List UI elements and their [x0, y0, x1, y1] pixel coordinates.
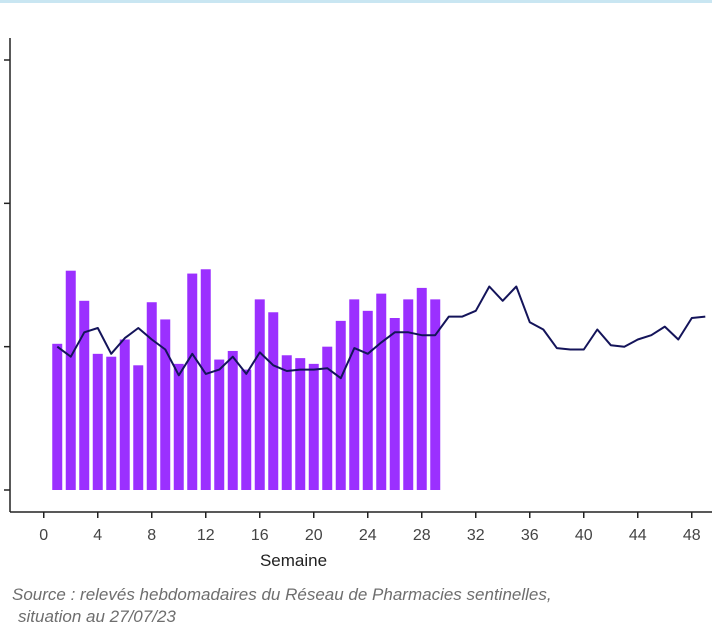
x-tick-label: 36: [521, 527, 539, 544]
source-line-2: situation au 27/07/23: [18, 607, 176, 626]
x-tick-label: 40: [575, 527, 593, 544]
bar: [430, 299, 441, 490]
bar: [227, 350, 238, 490]
x-tick-label: 24: [359, 527, 377, 544]
bar: [322, 346, 333, 490]
bar: [187, 273, 198, 490]
bar: [160, 319, 171, 490]
x-tick-label: 12: [197, 527, 215, 544]
top-divider: [0, 0, 712, 3]
bar: [389, 318, 400, 490]
bar: [349, 299, 360, 490]
bar: [295, 358, 306, 490]
bar: [52, 343, 63, 490]
bar: [146, 302, 157, 490]
bar: [416, 287, 427, 490]
bar: [362, 310, 373, 490]
bar: [268, 312, 279, 490]
bar: [281, 355, 292, 490]
x-tick-label: 8: [147, 527, 156, 544]
x-tick-label: 28: [413, 527, 431, 544]
x-tick-label: 16: [251, 527, 269, 544]
x-tick-label: 48: [683, 527, 701, 544]
bar: [376, 293, 387, 490]
bar: [308, 363, 319, 490]
line-path: [56, 285, 706, 380]
bar: [133, 365, 144, 490]
source-line-1: Source : relevés hebdomadaires du Réseau…: [12, 585, 552, 604]
x-tick-label: 0: [39, 527, 48, 544]
bar: [200, 269, 211, 490]
bar: [173, 363, 184, 490]
bar: [254, 299, 265, 490]
axes: 0 4 8 12 16 20 24 28 32 36 40 44 48: [4, 38, 712, 544]
line-series: [56, 285, 706, 380]
bar: [119, 339, 130, 490]
bar: [241, 369, 252, 490]
source-note: Source : relevés hebdomadaires du Réseau…: [12, 584, 712, 628]
bar-series: [52, 269, 441, 490]
x-tick-label: 4: [93, 527, 102, 544]
bar: [92, 353, 103, 490]
x-tick-label: 44: [629, 527, 647, 544]
bar: [214, 359, 225, 490]
weekly-chart: 0 4 8 12 16 20 24 28 32 36 40 44 48 Semaine: [4, 38, 712, 570]
bar: [79, 300, 90, 490]
x-axis-title: Semaine: [260, 551, 327, 570]
x-tick-label: 20: [305, 527, 323, 544]
bar: [65, 270, 76, 490]
x-tick-label: 32: [467, 527, 485, 544]
bar: [403, 299, 414, 490]
bar: [335, 320, 346, 490]
bar: [106, 356, 117, 490]
